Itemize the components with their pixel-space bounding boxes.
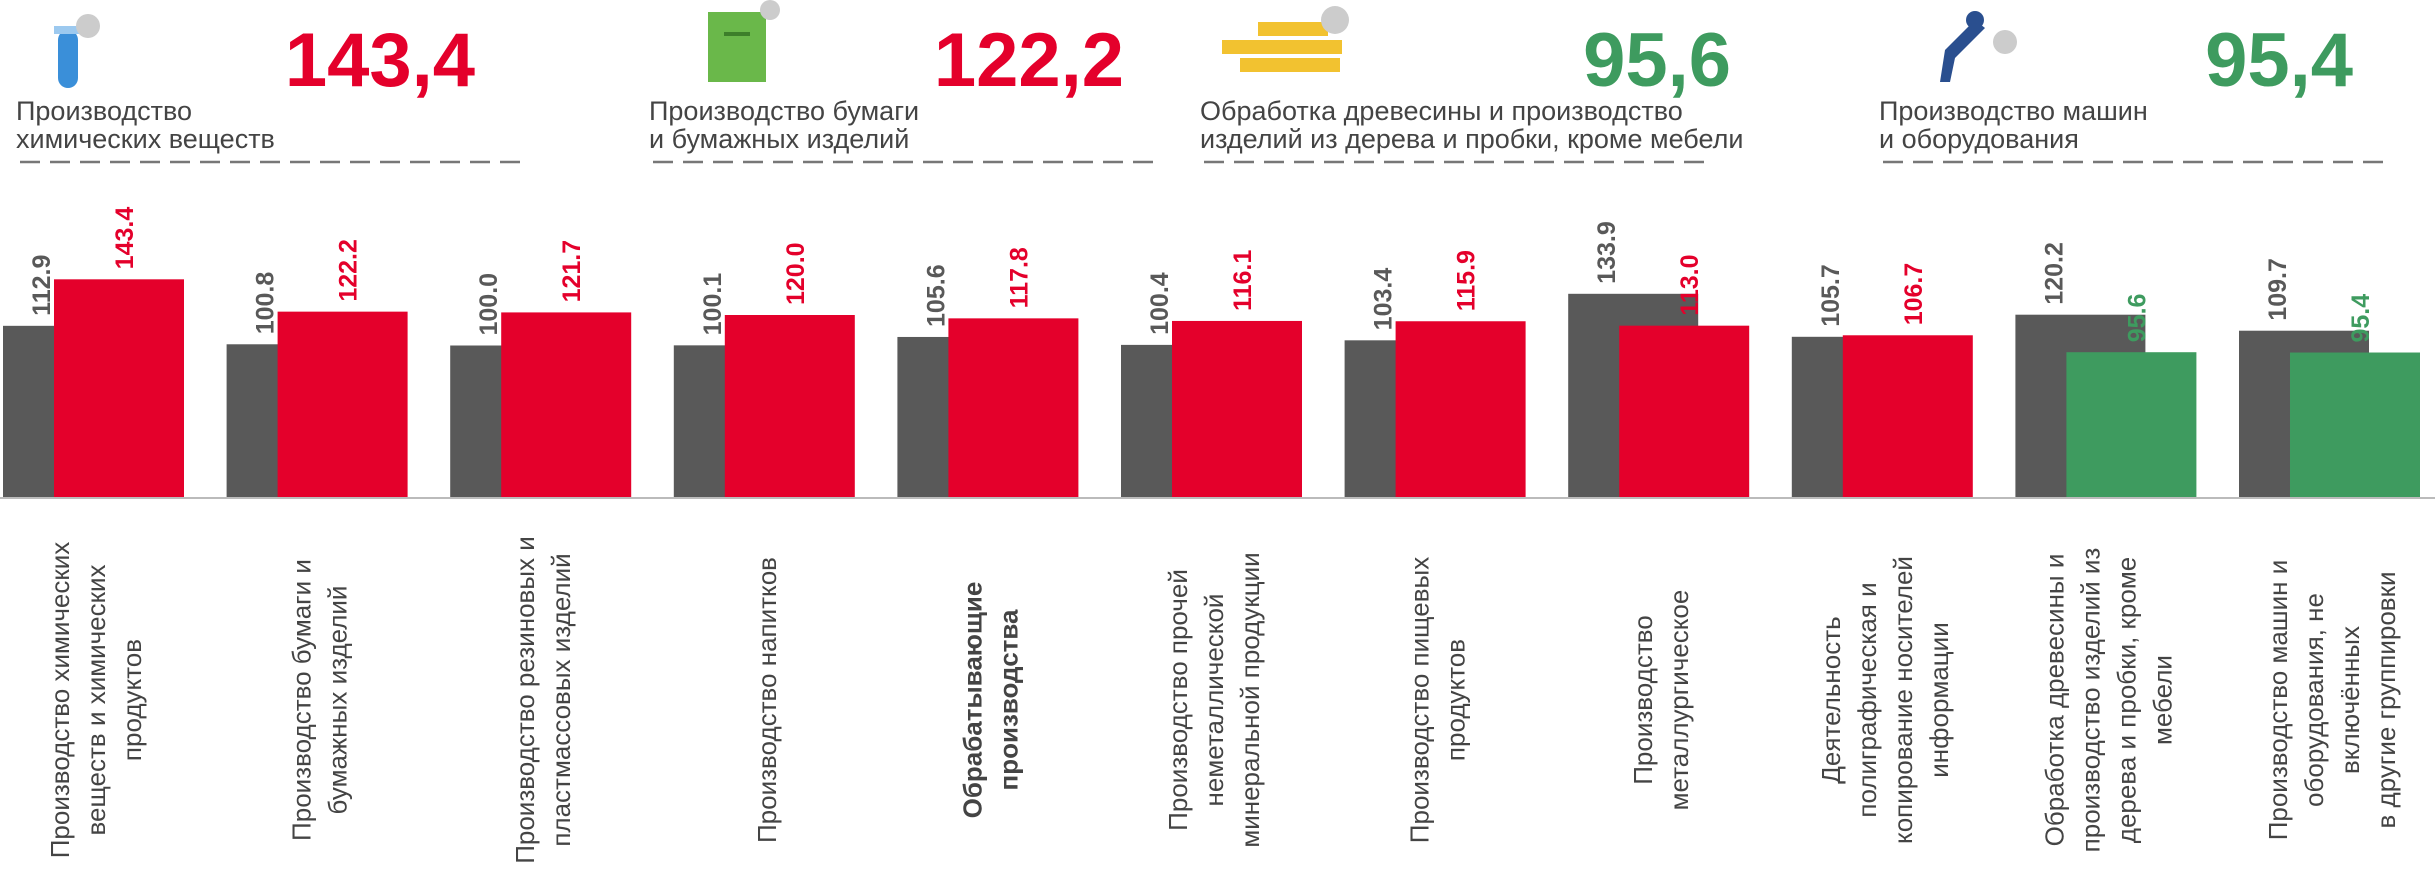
kpi-value: 95,4 [2205, 18, 2353, 103]
value-label: 106.7 [1900, 263, 1928, 326]
kpi-label: изделий из дерева и пробки, кроме мебели [1200, 124, 1743, 154]
gear-icon [760, 0, 780, 20]
category-label: минеральной продукции [1235, 552, 1265, 847]
book-icon [724, 32, 750, 36]
kpi-label: Производство бумаги [649, 96, 919, 126]
category-label: веществ и химических [81, 564, 111, 835]
value-label: 112.9 [28, 255, 56, 316]
value-label: 121.7 [558, 240, 586, 303]
category-label: пластмассовых изделий [546, 553, 576, 846]
kpi-value: 143,4 [285, 18, 475, 103]
robot-icon [1920, 20, 1985, 82]
value-label: 95.6 [2123, 294, 2151, 343]
kpi-label: Производство машин [1879, 96, 2148, 126]
kpi-label: химических веществ [16, 124, 275, 154]
value-label: 115.9 [1453, 250, 1481, 311]
category-label: Производство прочей [1163, 569, 1193, 831]
category-label: производство изделий из [2075, 548, 2105, 853]
category-label: включённых [2335, 626, 2365, 774]
category-label: дерева и пробки, кроме [2111, 557, 2141, 843]
category-label: продуктов [117, 639, 147, 761]
category-label: Производство [1628, 615, 1658, 785]
value-label: 100.8 [252, 272, 280, 335]
gear-icon [76, 14, 100, 38]
robot-icon [1966, 11, 1984, 29]
bar-current [501, 312, 632, 498]
value-label: 105.6 [922, 264, 950, 327]
value-label: 103.4 [1370, 268, 1398, 331]
value-label: 116.1 [1229, 250, 1257, 311]
category-label: Производство химических [45, 542, 75, 859]
planks-icon [1258, 22, 1328, 36]
category-label: в другие группировки [2371, 571, 2401, 828]
category-label: Производство бумаги и [287, 559, 317, 841]
category-label: Деятельность [1816, 616, 1846, 783]
planks-icon [1240, 58, 1340, 72]
value-label: 100.4 [1146, 272, 1174, 335]
icons [54, 0, 2017, 88]
category-label: продуктов [1441, 639, 1471, 761]
category-label: производства [993, 609, 1023, 791]
bar-current [2290, 352, 2420, 498]
value-label: 105.7 [1817, 264, 1845, 327]
category-label: информации [1924, 622, 1954, 777]
bar-current [1619, 325, 1750, 498]
bar-current [724, 315, 855, 498]
value-label: 122.2 [335, 239, 363, 302]
category-label: оборудования, не [2299, 593, 2329, 807]
value-label: 113.0 [1676, 254, 1704, 315]
book-icon [708, 12, 766, 82]
category-label: Обработка древесины и [2039, 554, 2069, 847]
category-label: копирование носителей [1888, 556, 1918, 844]
bar-current [1395, 321, 1526, 498]
bar-current [2066, 352, 2197, 498]
value-label: 117.8 [1005, 247, 1033, 308]
category-label: полиграфическая и [1852, 582, 1882, 817]
kpi-label: и бумажных изделий [649, 124, 909, 154]
gear-icon [1993, 30, 2017, 54]
bar-current [948, 318, 1079, 498]
category-label: неметаллической [1199, 594, 1229, 807]
gear-icon [1321, 6, 1349, 34]
category-label: Производство напитков [752, 557, 782, 843]
kpi-label: Обработка древесины и производство [1200, 96, 1683, 126]
kpi-label: Производство [16, 96, 192, 126]
value-label: 95.4 [2347, 294, 2375, 343]
test-tube-icon [54, 26, 82, 34]
bar-current [1172, 320, 1302, 498]
kpi-label: и оборудования [1879, 124, 2079, 154]
category-label: бумажных изделий [323, 586, 353, 815]
category-label: Обрабатывающие [957, 582, 987, 819]
bar-current [1842, 335, 1973, 498]
planks-icon [1222, 40, 1342, 54]
kpi-value: 95,6 [1583, 18, 1731, 103]
value-label: 133.9 [1593, 221, 1621, 284]
value-label: 100.1 [699, 273, 727, 336]
category-label: мебели [2147, 655, 2177, 745]
category-label: металлургическое [1664, 590, 1694, 811]
value-label: 100.0 [475, 273, 503, 336]
bar-current [277, 311, 408, 498]
value-label: 143.4 [111, 207, 139, 270]
category-label: Производство машин и [2263, 560, 2293, 841]
value-label: 120.0 [782, 242, 810, 305]
test-tube-icon [58, 30, 78, 88]
category-label: Производство пищевых [1405, 557, 1435, 843]
kpi-value: 122,2 [934, 18, 1124, 103]
value-label: 109.7 [2264, 258, 2292, 321]
category-label: Производство резиновых и [510, 536, 540, 864]
bar-current [54, 279, 184, 498]
value-label: 120.2 [2040, 242, 2068, 305]
